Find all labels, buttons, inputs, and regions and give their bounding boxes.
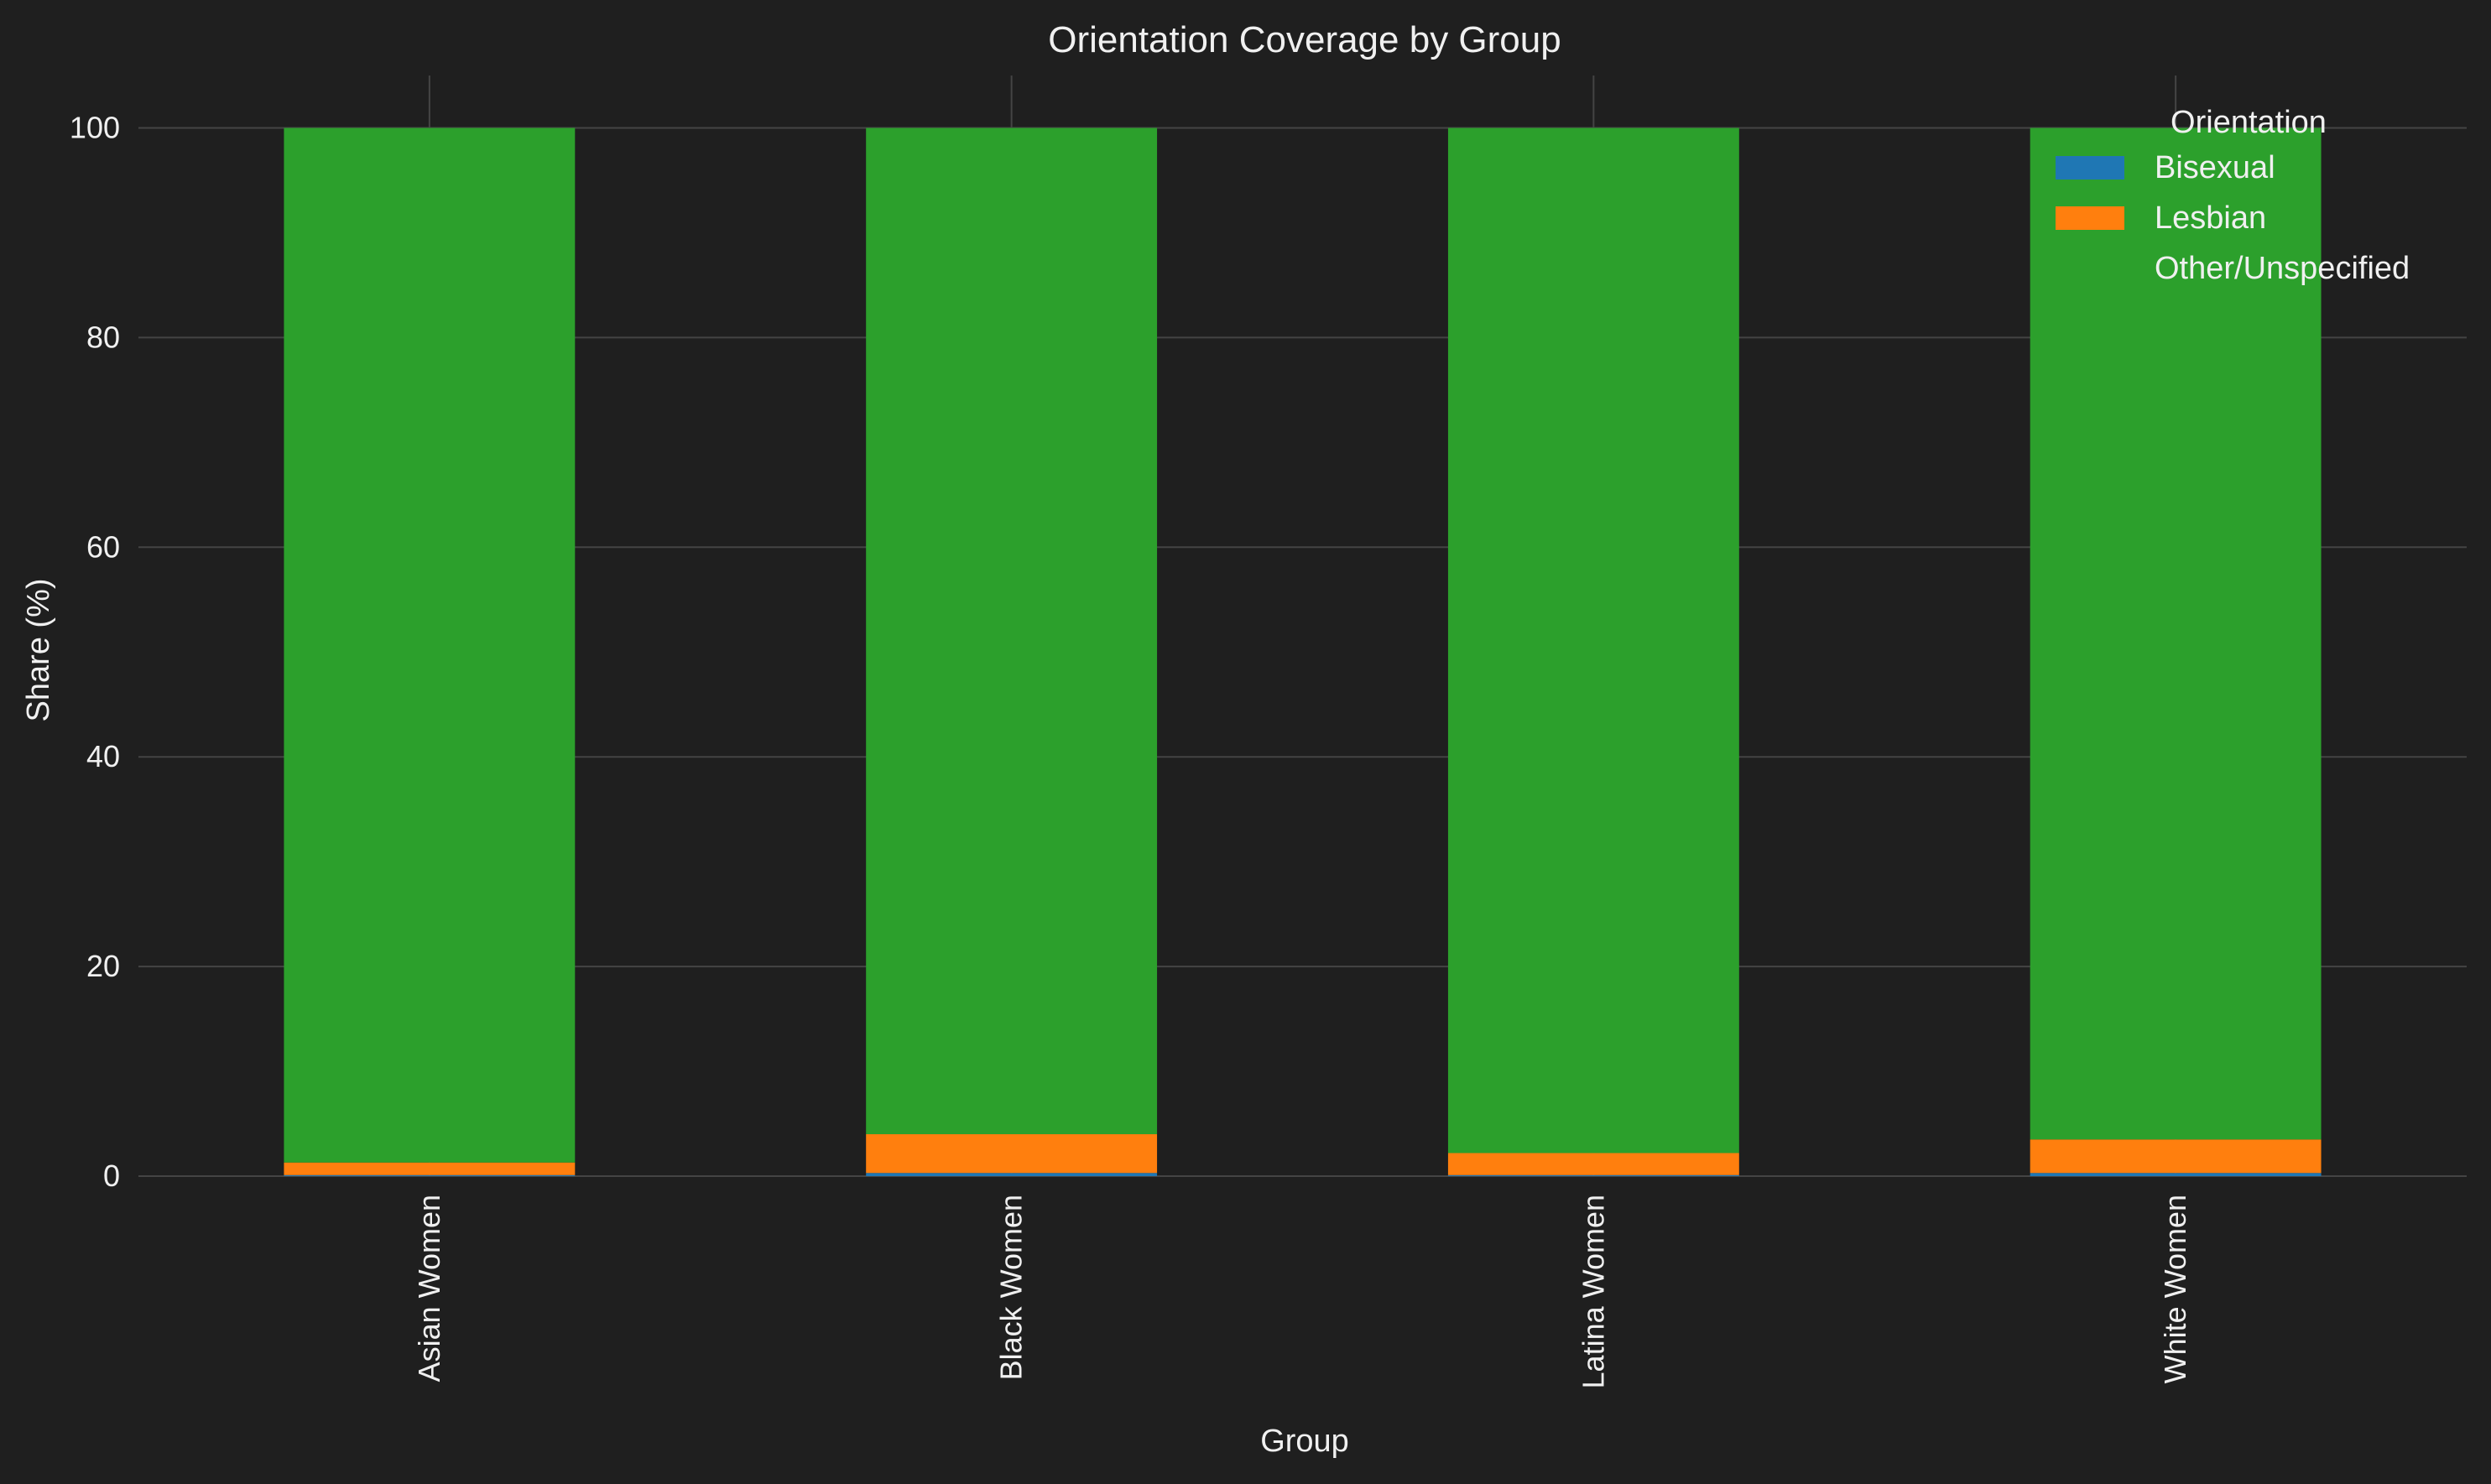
x-tick-label: Black Women: [994, 1195, 1029, 1380]
x-tick-label: White Women: [2158, 1195, 2192, 1383]
legend-title: Orientation: [2171, 105, 2327, 140]
legend-items: Bisexual Lesbian Other/Unspecified: [2056, 150, 2410, 286]
bar-segment: [2030, 128, 2322, 1140]
y-tick-label: 80: [86, 320, 120, 354]
legend-swatch: [2056, 257, 2124, 280]
bar-segment: [284, 1174, 576, 1176]
y-tick-label: 20: [86, 949, 120, 983]
axes-layer: 0 20 40 60 80 100 Asian Women Black Women Latina…: [70, 110, 2192, 1388]
bar-segment: [2030, 1173, 2322, 1176]
x-tick-label: Asian Women: [412, 1195, 446, 1382]
x-tick-label: Latina Women: [1576, 1195, 1610, 1388]
x-axis-label: Group: [1260, 1424, 1349, 1459]
bar-segment: [1447, 1153, 1739, 1175]
bar-segment: [284, 128, 576, 1163]
y-tick-label: 40: [86, 739, 120, 773]
bar-segment: [2030, 1139, 2322, 1174]
legend-label: Other/Unspecified: [2155, 251, 2410, 286]
bar-segment: [866, 1134, 1158, 1174]
y-tick-label: 100: [70, 110, 120, 144]
bar-segment: [1447, 128, 1739, 1153]
chart-title: Orientation Coverage by Group: [1048, 19, 1561, 60]
y-tick-label: 60: [86, 529, 120, 564]
legend-label: Bisexual: [2155, 150, 2275, 185]
bar-segment: [1447, 1174, 1739, 1176]
y-tick-label: 0: [103, 1159, 120, 1193]
legend: Orientation Bisexual Lesbian Other/Unspeci…: [2056, 105, 2410, 286]
bar-segment: [284, 1162, 576, 1175]
y-axis-label: Share (%): [21, 578, 56, 721]
bar-segment: [866, 128, 1158, 1135]
bar-segment: [866, 1173, 1158, 1176]
bars-layer: [284, 128, 2322, 1176]
legend-swatch: [2056, 156, 2124, 180]
legend-swatch: [2056, 206, 2124, 230]
legend-label: Lesbian: [2155, 200, 2266, 236]
